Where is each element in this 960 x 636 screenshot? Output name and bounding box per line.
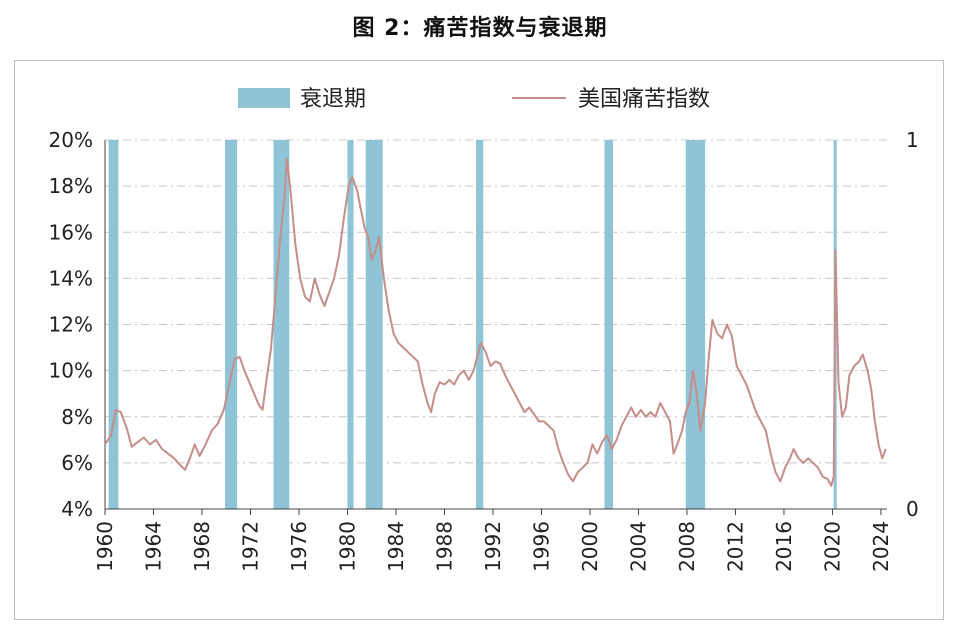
y-left-tick-label: 18%	[49, 174, 93, 198]
x-tick-label: 2012	[723, 521, 747, 572]
legend-label-recession: 衰退期	[300, 87, 366, 112]
x-tick-label: 1996	[529, 521, 553, 572]
recession-band	[108, 140, 119, 509]
chart-frame	[14, 60, 944, 620]
x-tick-label: 1960	[93, 521, 117, 572]
x-tick-label: 1984	[384, 521, 408, 572]
x-tick-label: 2008	[675, 521, 699, 572]
legend-swatch-recession	[238, 88, 290, 108]
y-left-tick-label: 14%	[49, 266, 93, 290]
y-left-tick-label: 6%	[61, 451, 93, 475]
x-tick-label: 2000	[578, 521, 602, 572]
recession-band	[225, 140, 238, 509]
x-tick-label: 1964	[141, 521, 165, 572]
x-tick-label: 2016	[772, 521, 796, 572]
misery-index-line	[104, 157, 887, 487]
x-tick-label: 2020	[820, 521, 844, 572]
y-left-tick-label: 10%	[49, 359, 93, 383]
legend-label-misery: 美国痛苦指数	[578, 87, 710, 112]
x-tick-label: 2024	[869, 521, 893, 572]
recession-band	[365, 140, 383, 509]
recession-band	[475, 140, 484, 509]
y-left-tick-label: 12%	[49, 313, 93, 337]
x-tick-label: 1968	[190, 521, 214, 572]
recession-band	[685, 140, 706, 509]
y-right-tick-label: 1	[906, 128, 919, 152]
x-tick-label: 1980	[335, 521, 359, 572]
recession-band	[347, 140, 354, 509]
chart-title: 图 2：痛苦指数与衰退期	[352, 16, 608, 41]
x-tick-label: 2004	[626, 521, 650, 572]
recession-band	[604, 140, 613, 509]
y-left-tick-label: 4%	[61, 497, 93, 521]
y-right-tick-label: 0	[906, 497, 919, 521]
x-tick-label: 1992	[481, 521, 505, 572]
x-tick-label: 1988	[432, 521, 456, 572]
x-tick-label: 1976	[287, 521, 311, 572]
recession-band	[273, 140, 290, 509]
legend: 衰退期 美国痛苦指数	[238, 87, 710, 112]
y-left-tick-label: 16%	[49, 220, 93, 244]
x-tick-label: 1972	[238, 521, 262, 572]
y-left-tick-label: 8%	[61, 405, 93, 429]
y-left-tick-label: 20%	[49, 128, 93, 152]
